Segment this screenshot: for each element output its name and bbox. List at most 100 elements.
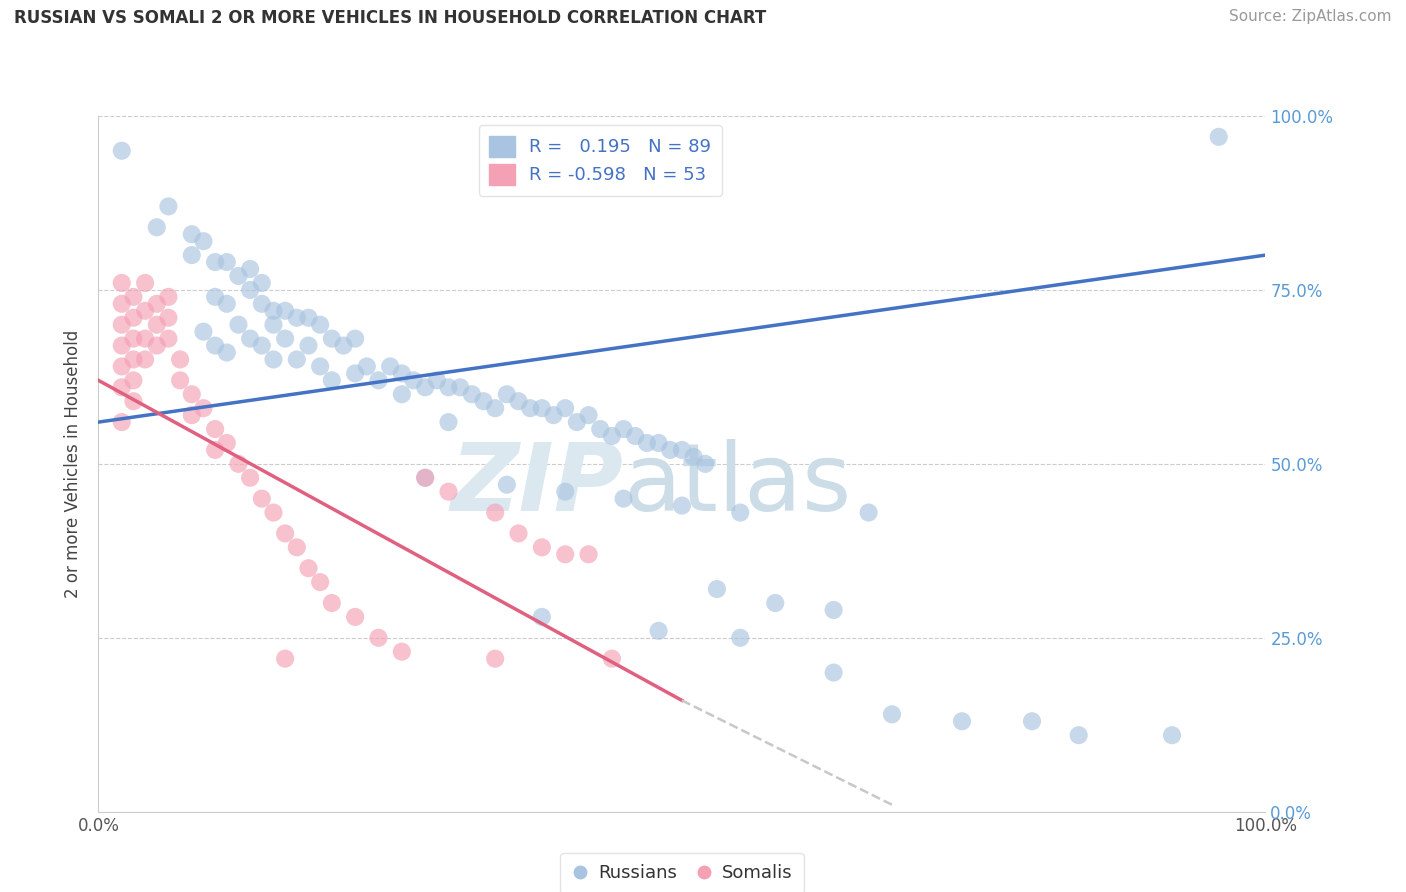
- Point: [146, 220, 169, 235]
- Point: [554, 547, 576, 561]
- Point: [647, 436, 669, 450]
- Point: [250, 338, 273, 352]
- Point: [204, 422, 226, 436]
- Point: [519, 401, 541, 416]
- Point: [695, 457, 717, 471]
- Point: [274, 332, 297, 346]
- Point: [484, 506, 506, 520]
- Point: [647, 624, 669, 638]
- Point: [297, 561, 319, 575]
- Point: [413, 471, 436, 485]
- Point: [413, 471, 436, 485]
- Point: [565, 415, 588, 429]
- Point: [157, 310, 180, 325]
- Legend: Russians, Somalis: Russians, Somalis: [560, 854, 804, 892]
- Point: [122, 332, 145, 346]
- Point: [193, 234, 215, 248]
- Point: [111, 359, 134, 374]
- Point: [204, 442, 226, 457]
- Point: [193, 401, 215, 416]
- Point: [204, 338, 226, 352]
- Point: [250, 297, 273, 311]
- Point: [180, 248, 202, 262]
- Point: [530, 610, 553, 624]
- Point: [122, 290, 145, 304]
- Point: [437, 415, 460, 429]
- Point: [297, 310, 319, 325]
- Point: [215, 255, 238, 269]
- Point: [228, 318, 250, 332]
- Point: [180, 227, 202, 242]
- Point: [250, 491, 273, 506]
- Point: [449, 380, 471, 394]
- Point: [193, 325, 215, 339]
- Point: [437, 380, 460, 394]
- Point: [157, 199, 180, 213]
- Point: [239, 471, 262, 485]
- Point: [134, 332, 156, 346]
- Point: [215, 345, 238, 359]
- Point: [262, 303, 284, 318]
- Point: [763, 596, 786, 610]
- Point: [169, 352, 191, 367]
- Point: [508, 526, 530, 541]
- Point: [344, 610, 367, 624]
- Point: [344, 332, 367, 346]
- Point: [180, 408, 202, 422]
- Point: [613, 422, 636, 436]
- Text: Source: ZipAtlas.com: Source: ZipAtlas.com: [1229, 9, 1392, 24]
- Point: [578, 547, 600, 561]
- Point: [332, 338, 354, 352]
- Point: [1067, 728, 1090, 742]
- Point: [111, 297, 134, 311]
- Point: [204, 290, 226, 304]
- Point: [823, 603, 845, 617]
- Point: [146, 297, 169, 311]
- Point: [111, 144, 134, 158]
- Point: [554, 484, 576, 499]
- Point: [134, 303, 156, 318]
- Point: [180, 387, 202, 401]
- Point: [530, 541, 553, 555]
- Point: [285, 310, 308, 325]
- Point: [426, 373, 449, 387]
- Point: [111, 318, 134, 332]
- Point: [1161, 728, 1184, 742]
- Text: RUSSIAN VS SOMALI 2 OR MORE VEHICLES IN HOUSEHOLD CORRELATION CHART: RUSSIAN VS SOMALI 2 OR MORE VEHICLES IN …: [14, 9, 766, 27]
- Point: [600, 651, 623, 665]
- Point: [309, 359, 332, 374]
- Y-axis label: 2 or more Vehicles in Household: 2 or more Vehicles in Household: [65, 330, 83, 598]
- Point: [250, 276, 273, 290]
- Point: [659, 442, 682, 457]
- Point: [274, 526, 297, 541]
- Point: [321, 332, 343, 346]
- Point: [671, 499, 693, 513]
- Point: [239, 283, 262, 297]
- Text: ZIP: ZIP: [451, 439, 624, 531]
- Point: [858, 506, 880, 520]
- Point: [1208, 129, 1230, 144]
- Point: [111, 415, 134, 429]
- Point: [484, 401, 506, 416]
- Point: [157, 332, 180, 346]
- Point: [413, 380, 436, 394]
- Point: [239, 332, 262, 346]
- Point: [146, 338, 169, 352]
- Point: [321, 596, 343, 610]
- Point: [671, 442, 693, 457]
- Point: [624, 429, 647, 443]
- Point: [367, 631, 389, 645]
- Point: [730, 631, 752, 645]
- Point: [111, 380, 134, 394]
- Point: [215, 297, 238, 311]
- Point: [706, 582, 728, 596]
- Point: [228, 457, 250, 471]
- Point: [344, 367, 367, 381]
- Point: [262, 318, 284, 332]
- Point: [391, 645, 413, 659]
- Point: [134, 352, 156, 367]
- Point: [495, 477, 517, 491]
- Point: [578, 408, 600, 422]
- Point: [228, 268, 250, 283]
- Point: [437, 484, 460, 499]
